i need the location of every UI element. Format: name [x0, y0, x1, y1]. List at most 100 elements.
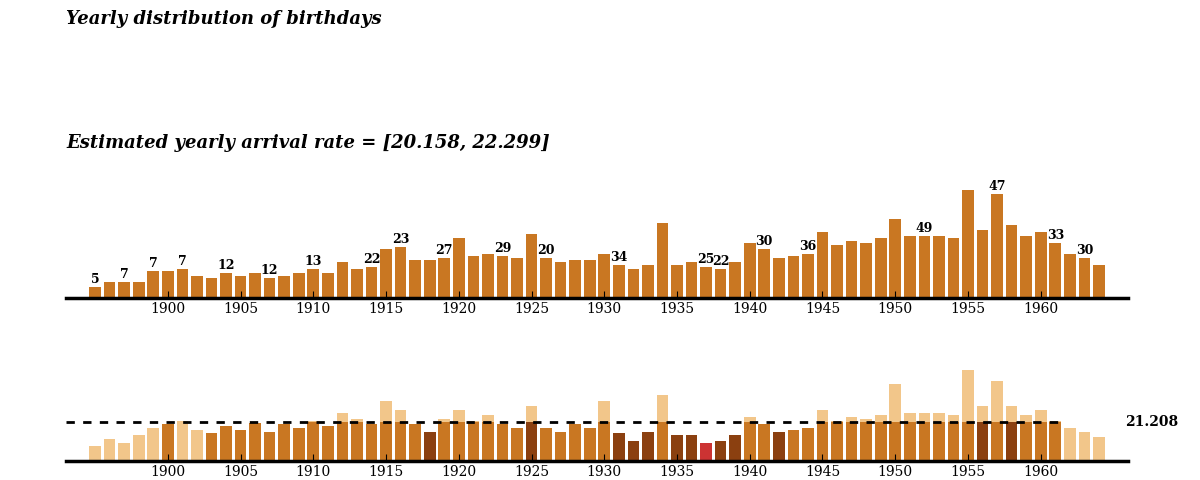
Bar	[889, 384, 901, 422]
Bar	[569, 260, 581, 298]
Bar	[656, 422, 668, 461]
Bar	[221, 274, 232, 298]
Text: 30: 30	[1075, 244, 1093, 257]
Bar	[395, 410, 407, 422]
Bar	[1093, 264, 1105, 298]
Bar	[205, 278, 217, 298]
Text: Yearly distribution of birthdays: Yearly distribution of birthdays	[66, 10, 382, 28]
Bar	[176, 422, 188, 461]
Bar	[250, 422, 260, 461]
Bar	[554, 432, 566, 461]
Bar	[656, 395, 668, 422]
Bar	[962, 190, 973, 298]
Bar	[468, 256, 479, 298]
Bar	[991, 194, 1003, 298]
Bar	[787, 256, 799, 298]
Bar	[685, 435, 697, 461]
Bar	[1020, 415, 1032, 422]
Bar	[613, 264, 625, 298]
Bar	[671, 264, 683, 298]
Bar	[148, 271, 160, 298]
Bar	[438, 419, 450, 422]
Bar	[482, 415, 493, 422]
Bar	[744, 417, 756, 422]
Bar	[221, 426, 232, 461]
Text: 7: 7	[149, 257, 157, 270]
Bar	[817, 232, 828, 298]
Bar	[991, 422, 1003, 461]
Bar	[497, 256, 509, 298]
Bar	[773, 432, 785, 461]
Bar	[715, 441, 726, 461]
Bar	[307, 422, 319, 461]
Bar	[1006, 422, 1018, 461]
Bar	[904, 413, 916, 422]
Bar	[482, 254, 493, 298]
Bar	[1006, 225, 1018, 298]
Bar	[1079, 258, 1090, 298]
Bar	[133, 282, 144, 298]
Bar	[162, 424, 174, 461]
Bar	[540, 428, 552, 461]
Bar	[438, 422, 450, 461]
Bar	[846, 240, 858, 298]
Bar	[599, 422, 610, 461]
Bar	[948, 415, 959, 422]
Bar	[977, 229, 989, 298]
Bar	[336, 422, 348, 461]
Bar	[1020, 236, 1032, 298]
Text: 36: 36	[799, 240, 816, 252]
Text: 30: 30	[756, 235, 773, 248]
Bar	[89, 287, 101, 298]
Bar	[613, 433, 625, 461]
Bar	[977, 406, 989, 422]
Bar	[656, 223, 668, 298]
Bar	[250, 274, 260, 298]
Bar	[366, 267, 377, 298]
Bar	[860, 243, 872, 298]
Text: 47: 47	[989, 180, 1006, 193]
Bar	[526, 234, 538, 298]
Bar	[832, 421, 842, 422]
Bar	[1050, 421, 1061, 422]
Bar	[409, 424, 421, 461]
Bar	[1064, 254, 1075, 298]
Bar	[511, 428, 523, 461]
Bar	[599, 254, 610, 298]
Bar	[352, 422, 362, 461]
Bar	[904, 422, 916, 461]
Bar	[685, 263, 697, 298]
Bar	[452, 239, 464, 298]
Bar	[1006, 406, 1018, 422]
Bar	[380, 422, 392, 461]
Bar	[889, 422, 901, 461]
Bar	[205, 433, 217, 461]
Bar	[832, 422, 842, 461]
Text: 25: 25	[697, 253, 715, 266]
Text: 34: 34	[610, 251, 628, 264]
Bar	[569, 424, 581, 461]
Bar	[554, 263, 566, 298]
Text: 21.208: 21.208	[1126, 415, 1178, 429]
Bar	[802, 254, 814, 298]
Bar	[875, 422, 887, 461]
Bar	[322, 274, 334, 298]
Bar	[701, 267, 712, 298]
Text: 49: 49	[916, 222, 934, 235]
Bar	[307, 421, 319, 422]
Bar	[380, 401, 392, 422]
Bar	[191, 430, 203, 461]
Bar	[119, 282, 130, 298]
Bar	[352, 269, 362, 298]
Bar	[701, 443, 712, 461]
Bar	[860, 422, 872, 461]
Bar	[846, 417, 858, 422]
Text: Estimated yearly arrival rate = [20.158, 22.299]: Estimated yearly arrival rate = [20.158,…	[66, 134, 550, 153]
Bar	[307, 269, 319, 298]
Bar	[918, 413, 930, 422]
Bar	[511, 258, 523, 298]
Bar	[599, 401, 610, 422]
Bar	[278, 424, 290, 461]
Bar	[352, 419, 362, 422]
Bar	[409, 260, 421, 298]
